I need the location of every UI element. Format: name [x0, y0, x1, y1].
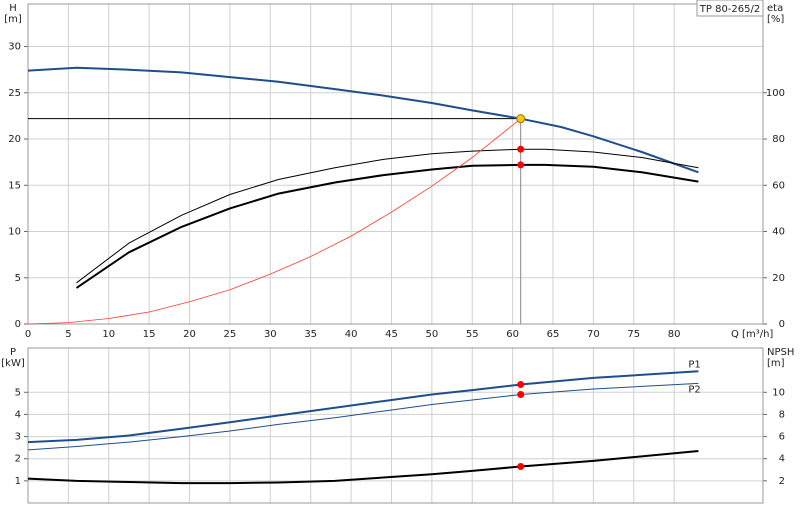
y-tick-label: 5 [15, 387, 21, 398]
x-tick-label: 60 [506, 329, 519, 340]
x-tick-label: 15 [143, 329, 156, 340]
x-tick-label: 10 [102, 329, 115, 340]
series-label: P1 [688, 359, 700, 370]
y-axis-label: H [9, 3, 17, 14]
x-tick-label: 40 [345, 329, 358, 340]
y-tick-label: 0 [15, 319, 21, 330]
y2-axis-label: NPSH [767, 347, 794, 358]
y-tick-label: 10 [8, 227, 21, 238]
x-tick-label: 5 [65, 329, 71, 340]
operating-point [516, 114, 526, 124]
x-tick-label: 75 [627, 329, 640, 340]
y-axis-unit: [kW] [1, 358, 25, 369]
x-tick-label: 35 [304, 329, 317, 340]
x-tick-label: 45 [385, 329, 398, 340]
y2-axis-unit: [%] [767, 14, 784, 25]
x-tick-label: 0 [25, 329, 31, 340]
y2-tick-label: 2 [779, 476, 785, 487]
plot-frame [27, 3, 764, 325]
y-tick-label: 20 [8, 134, 21, 145]
plot-frame [27, 347, 764, 504]
series-line [27, 450, 699, 485]
y2-axis-unit: [m] [767, 358, 785, 369]
y2-tick-label: 80 [772, 134, 785, 145]
y2-tick-label: 10 [772, 387, 785, 398]
series-line [27, 118, 521, 325]
x-tick-label: 50 [425, 329, 438, 340]
x-axis-label: Q [m³/h] [731, 329, 773, 340]
x-tick-label: 20 [183, 329, 196, 340]
y2-tick-label: 8 [779, 409, 785, 420]
marker [517, 145, 525, 153]
series-label: P2 [688, 384, 700, 395]
x-tick-label: 70 [587, 329, 600, 340]
series-line [27, 66, 699, 174]
y-tick-label: 15 [8, 180, 21, 191]
y-tick-label: 1 [15, 476, 21, 487]
y-tick-label: 30 [8, 42, 21, 53]
y-axis-label: P [10, 347, 16, 358]
y-tick-label: 5 [15, 273, 21, 284]
series-line [27, 382, 699, 451]
y2-tick-label: 4 [779, 454, 785, 465]
y-tick-label: 3 [15, 432, 21, 443]
series-line [76, 148, 699, 284]
title-box [696, 0, 764, 17]
marker [517, 381, 525, 389]
marker [517, 462, 525, 470]
y2-tick-label: 20 [772, 273, 785, 284]
y-axis-unit: [m] [4, 14, 22, 25]
y2-axis-label: eta [767, 3, 783, 14]
x-tick-label: 80 [668, 329, 681, 340]
y-tick-label: 25 [8, 88, 21, 99]
y-tick-label: 4 [15, 409, 21, 420]
y-tick-label: 2 [15, 454, 21, 465]
chart-title: TP 80-265/2 [699, 4, 760, 15]
y2-tick-label: 0 [779, 319, 785, 330]
marker [517, 391, 525, 398]
x-tick-label: 65 [547, 329, 560, 340]
y2-tick-label: 6 [779, 432, 785, 443]
x-tick-label: 55 [466, 329, 479, 340]
x-tick-label: 25 [224, 329, 237, 340]
series-line [27, 370, 699, 444]
series-line [75, 163, 699, 289]
y2-tick-label: 60 [772, 180, 785, 191]
x-tick-label: 30 [264, 329, 277, 340]
y2-tick-label: 100 [766, 88, 785, 99]
y2-tick-label: 40 [772, 227, 785, 238]
marker [517, 161, 525, 169]
